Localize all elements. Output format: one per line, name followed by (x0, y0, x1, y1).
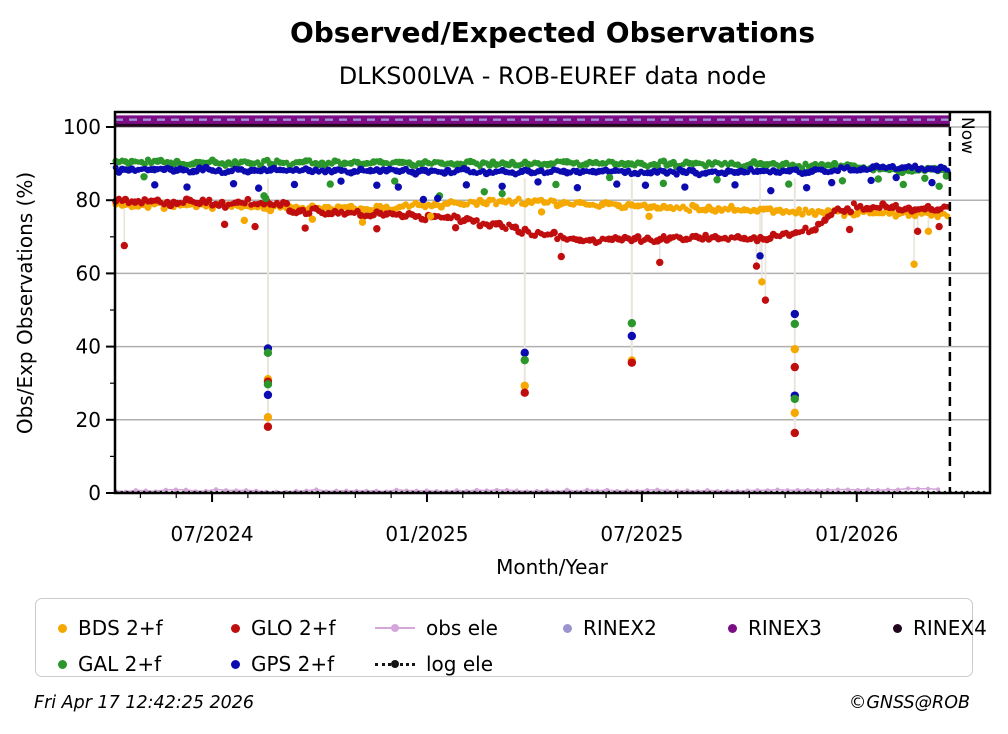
legend-item-glo-2-f: GLO 2+f (231, 616, 375, 640)
legend-item-bds-2-f: BDS 2+f (58, 616, 231, 640)
credit-label: ©GNSS@ROB (848, 693, 970, 713)
y-tick-label: 20 (76, 408, 101, 432)
generated-timestamp: Fri Apr 17 12:42:25 2026 (34, 693, 255, 713)
now-label: Now (957, 117, 977, 154)
legend-item-rinex3: RINEX3 (728, 616, 893, 640)
legend-label: BDS 2+f (78, 616, 163, 640)
observations-chart: 0 20 40 60 80 100 07/2024 01/2025 07/2025 01/2026… (13, 110, 992, 579)
log-ele-marker-icon (375, 658, 415, 670)
y-tick-label: 40 (76, 335, 101, 359)
legend-item-rinex2: RINEX2 (563, 616, 728, 640)
chart-legend: BDS 2+f GLO 2+f obs ele RINEX2 RINEX3 RINEX4 G… (35, 598, 987, 677)
x-axis-label: Month/Year (496, 555, 609, 579)
y-tick-label: 60 (76, 261, 101, 285)
legend-item-log-ele: log ele (375, 652, 563, 676)
x-tick-label: 01/2025 (385, 522, 468, 546)
legend-label: GAL 2+f (78, 652, 162, 676)
legend-label: RINEX3 (748, 616, 822, 640)
legend-label: obs ele (426, 616, 498, 640)
obs-ele-marker-icon (375, 622, 415, 634)
legend-label: GLO 2+f (251, 616, 336, 640)
rinex4-marker-icon (893, 623, 902, 633)
gal-2-f-marker-icon (58, 659, 67, 669)
legend-label: RINEX4 (913, 616, 987, 640)
glo-2-f-marker-icon (231, 623, 240, 633)
y-axis-label: Obs/Exp Observations (%) (13, 172, 37, 434)
legend-label: RINEX2 (583, 616, 657, 640)
legend-item-gal-2-f: GAL 2+f (58, 652, 231, 676)
gps-2-f-marker-icon (231, 659, 240, 669)
rinex2-marker-icon (563, 623, 572, 633)
legend-item-rinex4: RINEX4 (893, 616, 987, 640)
bds-2-f-marker-icon (58, 623, 67, 633)
x-tick-label: 07/2025 (600, 522, 683, 546)
legend-item-gps-2-f: GPS 2+f (231, 652, 375, 676)
y-tick-label: 80 (76, 188, 101, 212)
legend-item-obs-ele: obs ele (375, 616, 563, 640)
y-tick-label: 0 (88, 481, 101, 505)
chart-subtitle: DLKS00LVA - ROB-EUREF data node (338, 62, 767, 90)
rinex3-marker-icon (728, 623, 737, 633)
legend-label: GPS 2+f (251, 652, 335, 676)
y-tick-label: 100 (63, 115, 101, 139)
legend-label: log ele (426, 652, 494, 676)
chart-title: Observed/Expected Observations (289, 16, 816, 49)
x-tick-label: 07/2024 (171, 522, 254, 546)
x-tick-label: 01/2026 (815, 522, 898, 546)
